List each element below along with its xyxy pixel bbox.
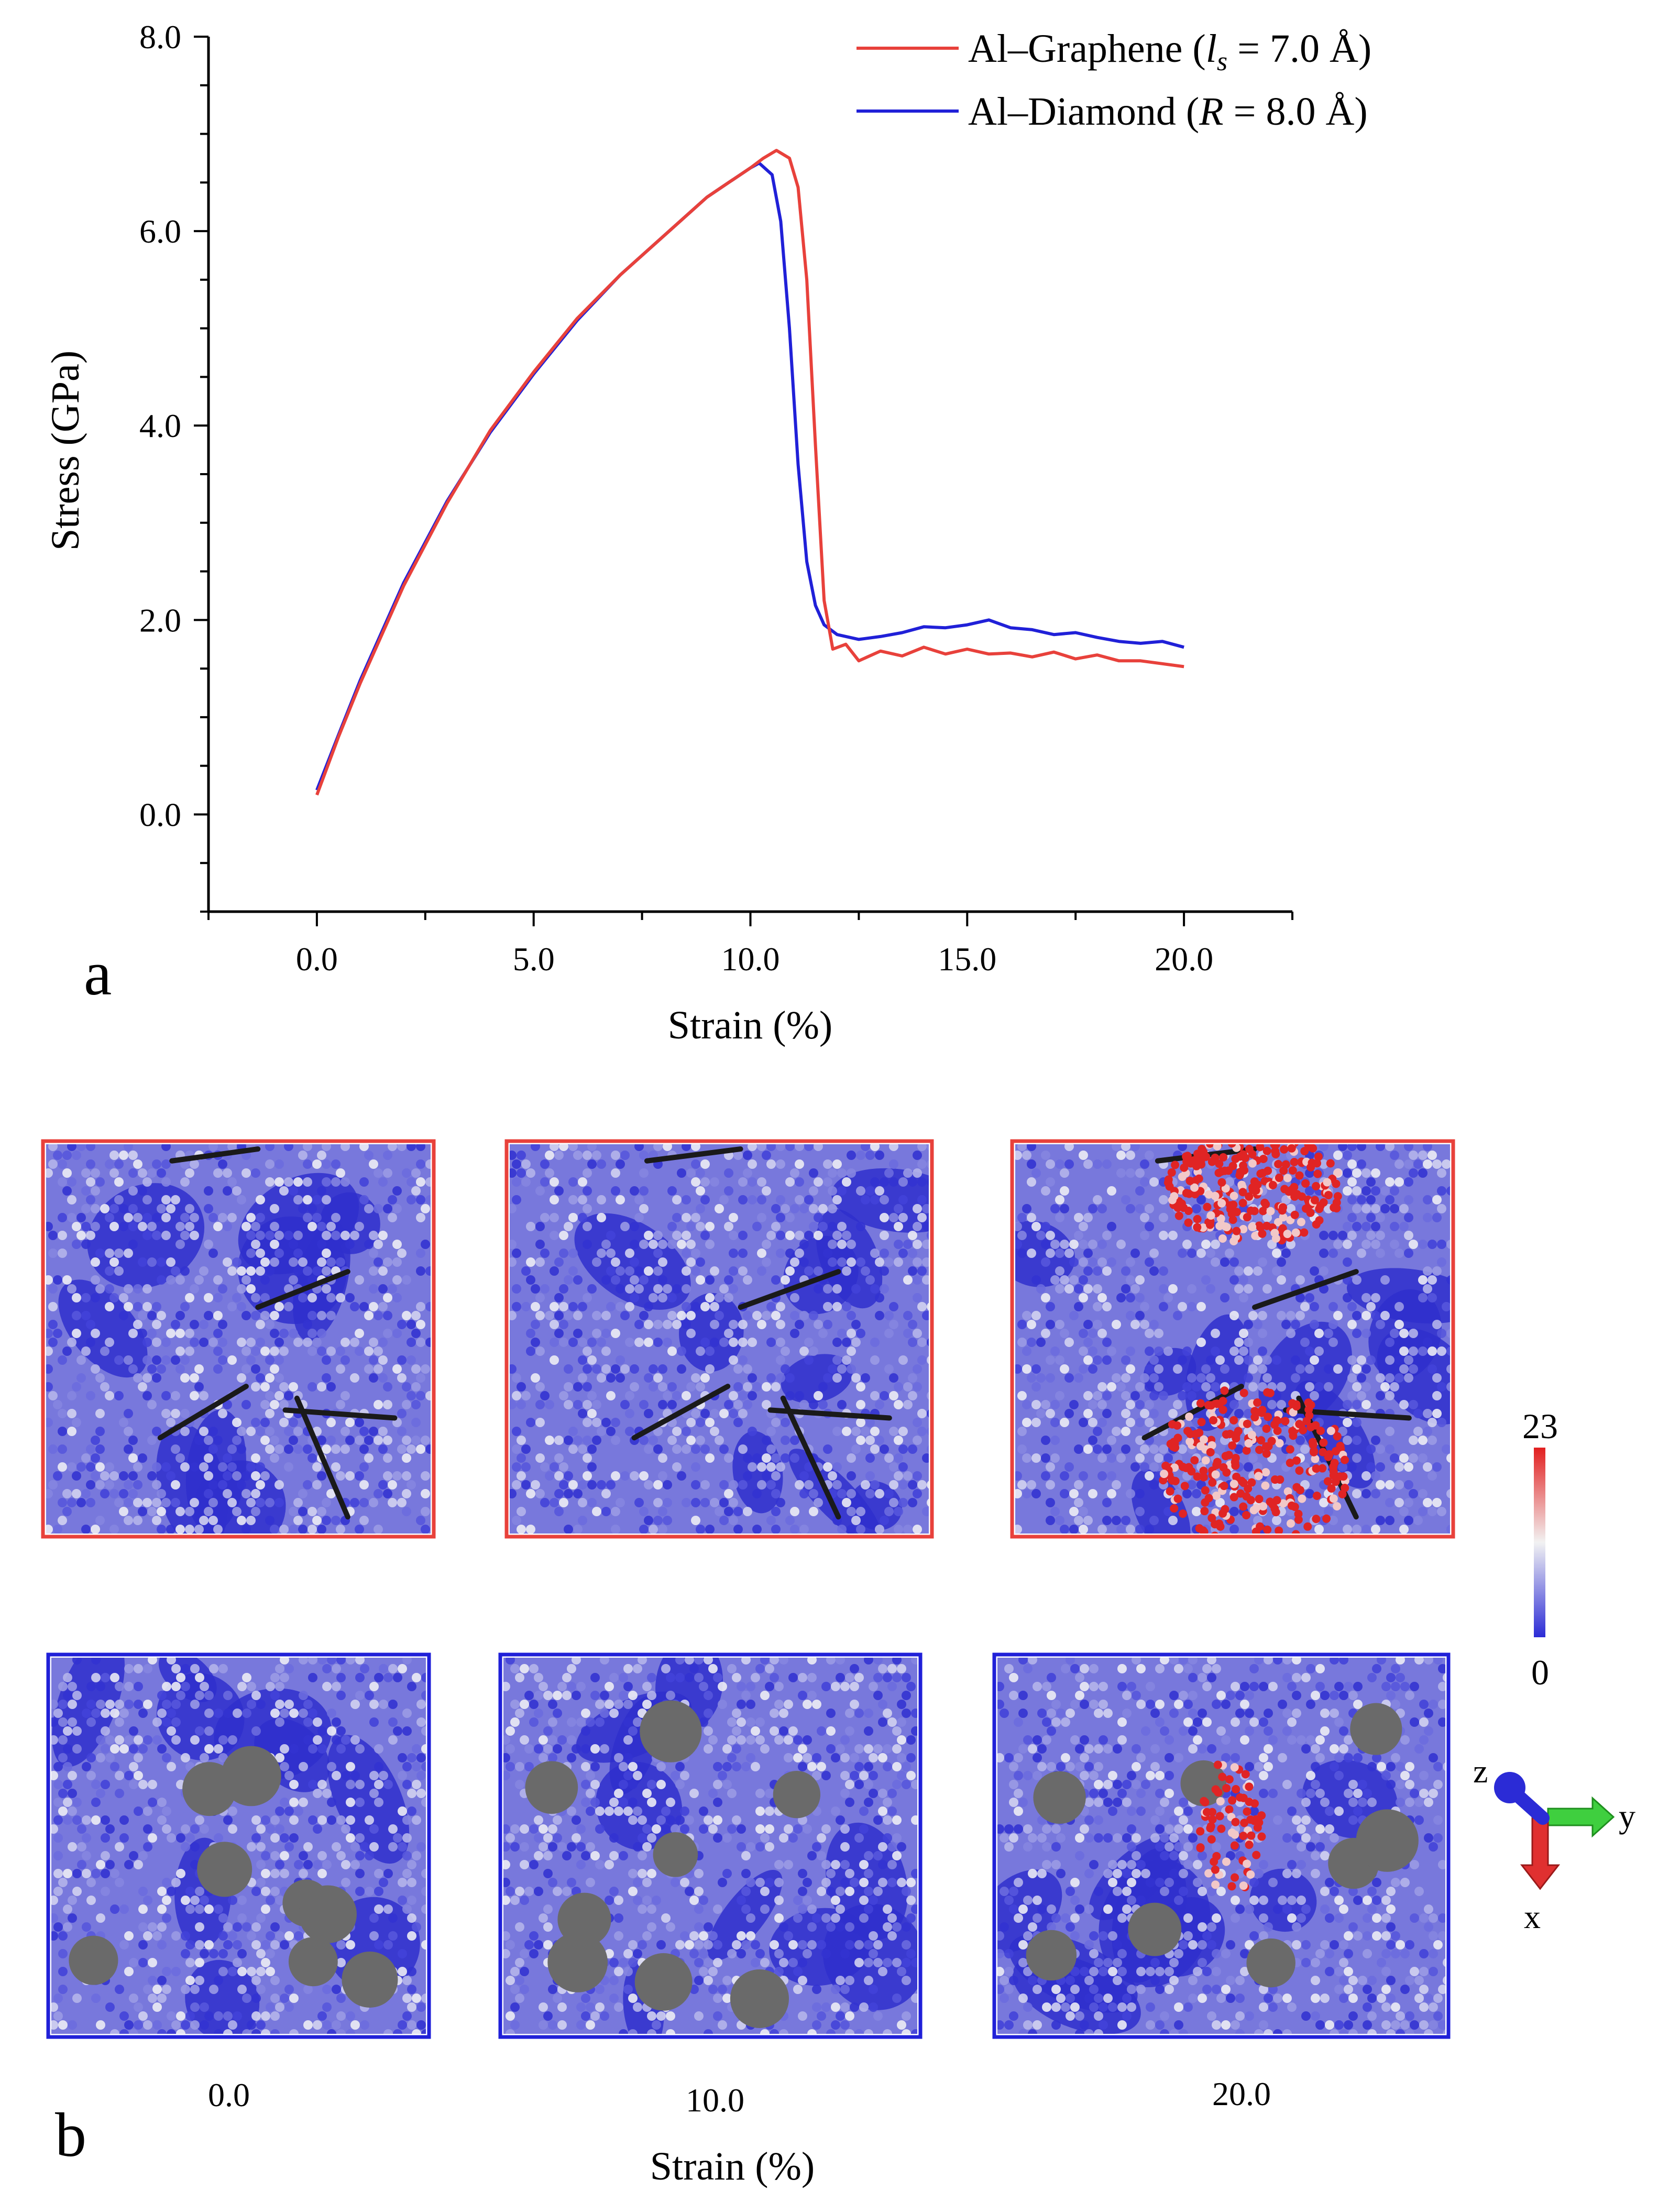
series-line-graphene <box>315 149 1184 796</box>
graphene-flake <box>157 1384 249 1441</box>
graphene-flake <box>644 1146 743 1164</box>
graphene-flake <box>738 1269 841 1310</box>
snapshot-graphene-0 <box>41 1139 436 1539</box>
strain-label-1: 10.0 <box>686 2082 744 2119</box>
diamond-particle <box>653 1832 698 1877</box>
y-tick-label: 8.0 <box>139 18 181 56</box>
y-tick-label: 6.0 <box>139 213 181 250</box>
diamond-particle <box>1026 1930 1077 1981</box>
axes-triad: z y x <box>1473 1753 1635 1935</box>
x-tick-label: 20.0 <box>1155 940 1213 978</box>
diamond-particle <box>1033 1771 1086 1824</box>
graphene-flake <box>631 1384 731 1441</box>
graphene-flake <box>255 1269 350 1310</box>
diamond-particle <box>1128 1902 1182 1956</box>
y-tick-label: 2.0 <box>139 601 181 639</box>
snapshot-frame <box>498 1652 923 2039</box>
strain-labels: 0.0 10.0 20.0 <box>208 2075 1271 2119</box>
legend-label-graphene: Al–Graphene (ls = 7.0 Å) <box>968 27 1371 76</box>
snapshot-graphene-1 <box>504 1139 934 1539</box>
grain-patch <box>58 1279 148 1378</box>
diamond-particle <box>557 1892 611 1946</box>
diamond-particle <box>197 1842 252 1897</box>
atom-field <box>997 1658 1445 2034</box>
graphene-flake <box>1252 1269 1359 1310</box>
x-tick-label: 15.0 <box>938 940 996 978</box>
chart-series <box>315 149 1184 796</box>
z-axis-head-icon <box>1494 1772 1525 1803</box>
chart-legend: Al–Graphene (ls = 7.0 Å) Al–Diamond (R =… <box>857 27 1371 134</box>
x-axis-ticks: 0.0 5.0 10.0 15.0 20.0 <box>207 912 1293 978</box>
grain-patch <box>831 1168 929 1233</box>
y-tick-label: 4.0 <box>139 407 181 444</box>
atom-field <box>46 1144 431 1534</box>
x-axis-title: Strain (%) <box>668 1003 832 1047</box>
x-axis-arrow-icon <box>1520 1817 1561 1890</box>
triad-label-y: y <box>1619 1798 1635 1835</box>
triad-label-z: z <box>1473 1753 1488 1790</box>
diamond-particle <box>1350 1703 1402 1755</box>
y-tick-label: 0.0 <box>139 796 181 833</box>
x-tick-label: 0.0 <box>296 940 338 978</box>
diamond-particle <box>69 1935 118 1985</box>
graphene-flake <box>169 1146 261 1164</box>
colorbar-min-label: 0 <box>1531 1652 1549 1692</box>
y-axis-ticks: 0.0 2.0 4.0 6.0 8.0 <box>139 18 208 913</box>
diamond-particle <box>342 1951 398 2008</box>
atom-field <box>510 1144 929 1534</box>
snapshot-diamond-2 <box>992 1652 1451 2039</box>
atom-field <box>51 1658 426 2034</box>
panel-b-x-axis-title: Strain (%) <box>650 2144 815 2188</box>
snapshot-frame <box>992 1652 1451 2039</box>
diamond-particle <box>288 1937 338 1987</box>
series-line-diamond <box>315 161 1184 791</box>
grain-patch <box>679 1293 744 1372</box>
x-tick-label: 10.0 <box>721 940 780 978</box>
snapshot-graphene-2 <box>1010 1139 1455 1539</box>
graphene-flake <box>294 1395 350 1520</box>
x-tick-label: 5.0 <box>513 940 555 978</box>
diamond-particle <box>1246 1938 1295 1988</box>
atom-field <box>1015 1144 1450 1534</box>
snapshot-frame <box>41 1139 436 1539</box>
strain-label-2: 20.0 <box>1212 2075 1271 2112</box>
snapshot-frame <box>504 1139 934 1539</box>
diamond-particle <box>1356 1809 1419 1872</box>
panel-letter-b: b <box>55 2100 86 2170</box>
colorbar-max-label: 23 <box>1522 1406 1558 1446</box>
atom-field <box>503 1658 917 2034</box>
diamond-particle <box>640 1700 702 1762</box>
diamond-particle <box>182 1762 237 1816</box>
snapshot-diamond-0 <box>46 1652 431 2039</box>
panel-letter-a: a <box>84 938 112 1008</box>
diamond-particle <box>634 1953 693 2011</box>
graphene-flake <box>1141 1384 1244 1441</box>
stress-strain-chart: 0.0 2.0 4.0 6.0 8.0 0.0 5.0 10.0 15.0 20.0 Stres… <box>43 18 1371 1047</box>
strain-label-0: 0.0 <box>208 2076 250 2114</box>
snapshot-frame <box>46 1652 431 2039</box>
snapshot-diamond-1 <box>498 1652 923 2039</box>
snapshot-grid <box>41 1139 1455 2039</box>
diamond-particle <box>547 1932 608 1992</box>
diamond-particle <box>525 1761 578 1814</box>
y-axis-title: Stress (GPa) <box>43 351 87 551</box>
diamond-particle <box>773 1771 821 1819</box>
triad-label-x: x <box>1524 1898 1541 1935</box>
graphene-flake <box>780 1395 841 1520</box>
colorbar-gradient <box>1534 1448 1545 1637</box>
colorbar: 23 0 <box>1522 1406 1558 1692</box>
snapshot-frame <box>1010 1139 1455 1539</box>
diamond-particle <box>730 1969 789 2029</box>
diamond-particle <box>299 1885 357 1943</box>
legend-label-diamond: Al–Diamond (R = 8.0 Å) <box>968 90 1368 134</box>
y-axis-arrow-icon <box>1547 1796 1615 1838</box>
